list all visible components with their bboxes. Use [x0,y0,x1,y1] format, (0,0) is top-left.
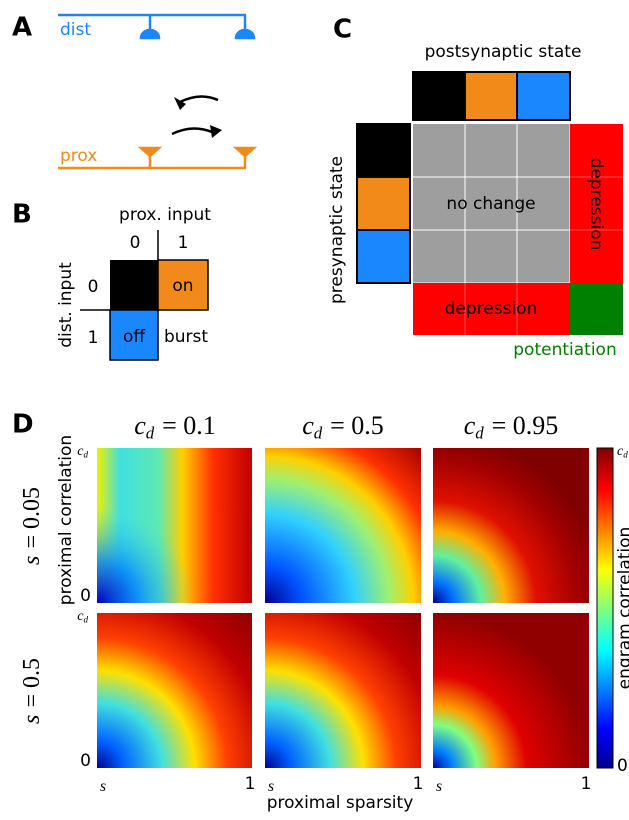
prox-synapse [141,148,254,168]
state-black [357,124,410,177]
x-tick-label: 1 [413,774,424,794]
x-tick-label: 1 [245,774,256,794]
state-blue [517,72,570,120]
colorbar-tick-label: 0 [617,756,628,776]
state-orange [357,177,410,230]
panel-a: A dist prox [12,13,254,169]
x-tick-label: s [268,778,274,795]
panel-label: D [12,410,34,440]
row-header: presynaptic state [327,156,347,304]
heatmap [265,448,421,603]
arrow-curve [180,96,218,102]
math-value: = 0.5 [19,658,45,708]
row-header: dist. input [56,262,76,348]
math-value: = 0.05 [19,487,45,549]
prox-label: prox [60,146,97,166]
column-value: 1 [178,233,189,253]
row-title: s = 0.05 [19,487,45,565]
column-title: cd = 0.1 [134,411,215,442]
x-tick-label: s [100,778,106,795]
state-orange [465,72,517,120]
heatmap [97,613,252,768]
math-sub: d [623,450,628,460]
colorbar [597,448,613,768]
state-black [413,72,465,120]
region-label: depression [445,299,538,319]
panel-c: C postsynaptic state no change depressio… [327,15,623,361]
row-value: 0 [88,277,99,297]
dist-label: dist [60,20,91,40]
region-label: no change [446,194,535,214]
x-tick-label: 1 [581,774,592,794]
y-tick-label: cd [77,609,88,624]
column-title: cd = 0.95 [464,411,558,442]
heatmap-shade [97,448,252,603]
column-header: postsynaptic state [425,42,582,62]
heatmap [433,448,589,603]
column-title: cd = 0.5 [302,411,383,442]
cell-black [110,260,158,310]
heatmap [433,613,589,768]
math-sub: d [83,615,88,625]
panel-label: A [12,13,32,43]
colorbar-label: engram correlation [615,527,629,690]
panel-b: B prox. input 0 1 on off burst 0 1 dist.… [12,200,211,361]
math-var: s [100,778,106,795]
math-var: c [302,411,314,440]
cell-label: on [172,276,193,296]
math-var: c [464,411,476,440]
y-tick-label: 0 [80,586,91,606]
y-axis-label: proximal correlation [56,435,76,605]
region-label: depression [586,158,606,251]
math-var: s [19,715,45,724]
row-title: s = 0.5 [19,658,45,724]
panel-label: C [333,15,352,45]
math-var: s [268,778,274,795]
row-value: 1 [88,328,99,348]
math-var: c [134,411,146,440]
arrow-head [210,125,222,138]
math-sub: d [314,423,323,442]
cell-label: off [123,327,146,347]
math-sub: d [475,423,484,442]
x-axis-label: proximal sparsity [267,793,414,813]
colorbar-tick-label: cd [617,444,628,459]
math-sub: d [146,423,155,442]
potentiation-region [570,283,623,335]
math-sub: d [83,450,88,460]
math-value: = 0.5 [330,411,384,440]
math-value: = 0.1 [162,411,216,440]
math-value: = 0.95 [492,411,559,440]
dist-synapse [141,15,254,38]
math-var: s [436,778,442,795]
state-blue [357,230,410,283]
y-tick-label: 0 [80,751,91,771]
panel-d: D proximal correlation proximal sparsity… [12,410,629,814]
x-tick-label: s [436,778,442,795]
cell-label: burst [164,327,208,347]
region-label: potentiation [513,340,616,360]
figure: A dist prox B prox. input 0 1 on off bur… [0,0,629,820]
column-header: prox. input [119,205,211,225]
math-var: s [19,556,45,565]
arrow-curve [172,128,212,134]
heatmap [265,613,421,768]
column-value: 0 [130,233,141,253]
panel-label: B [12,200,32,230]
y-tick-label: cd [77,444,88,459]
